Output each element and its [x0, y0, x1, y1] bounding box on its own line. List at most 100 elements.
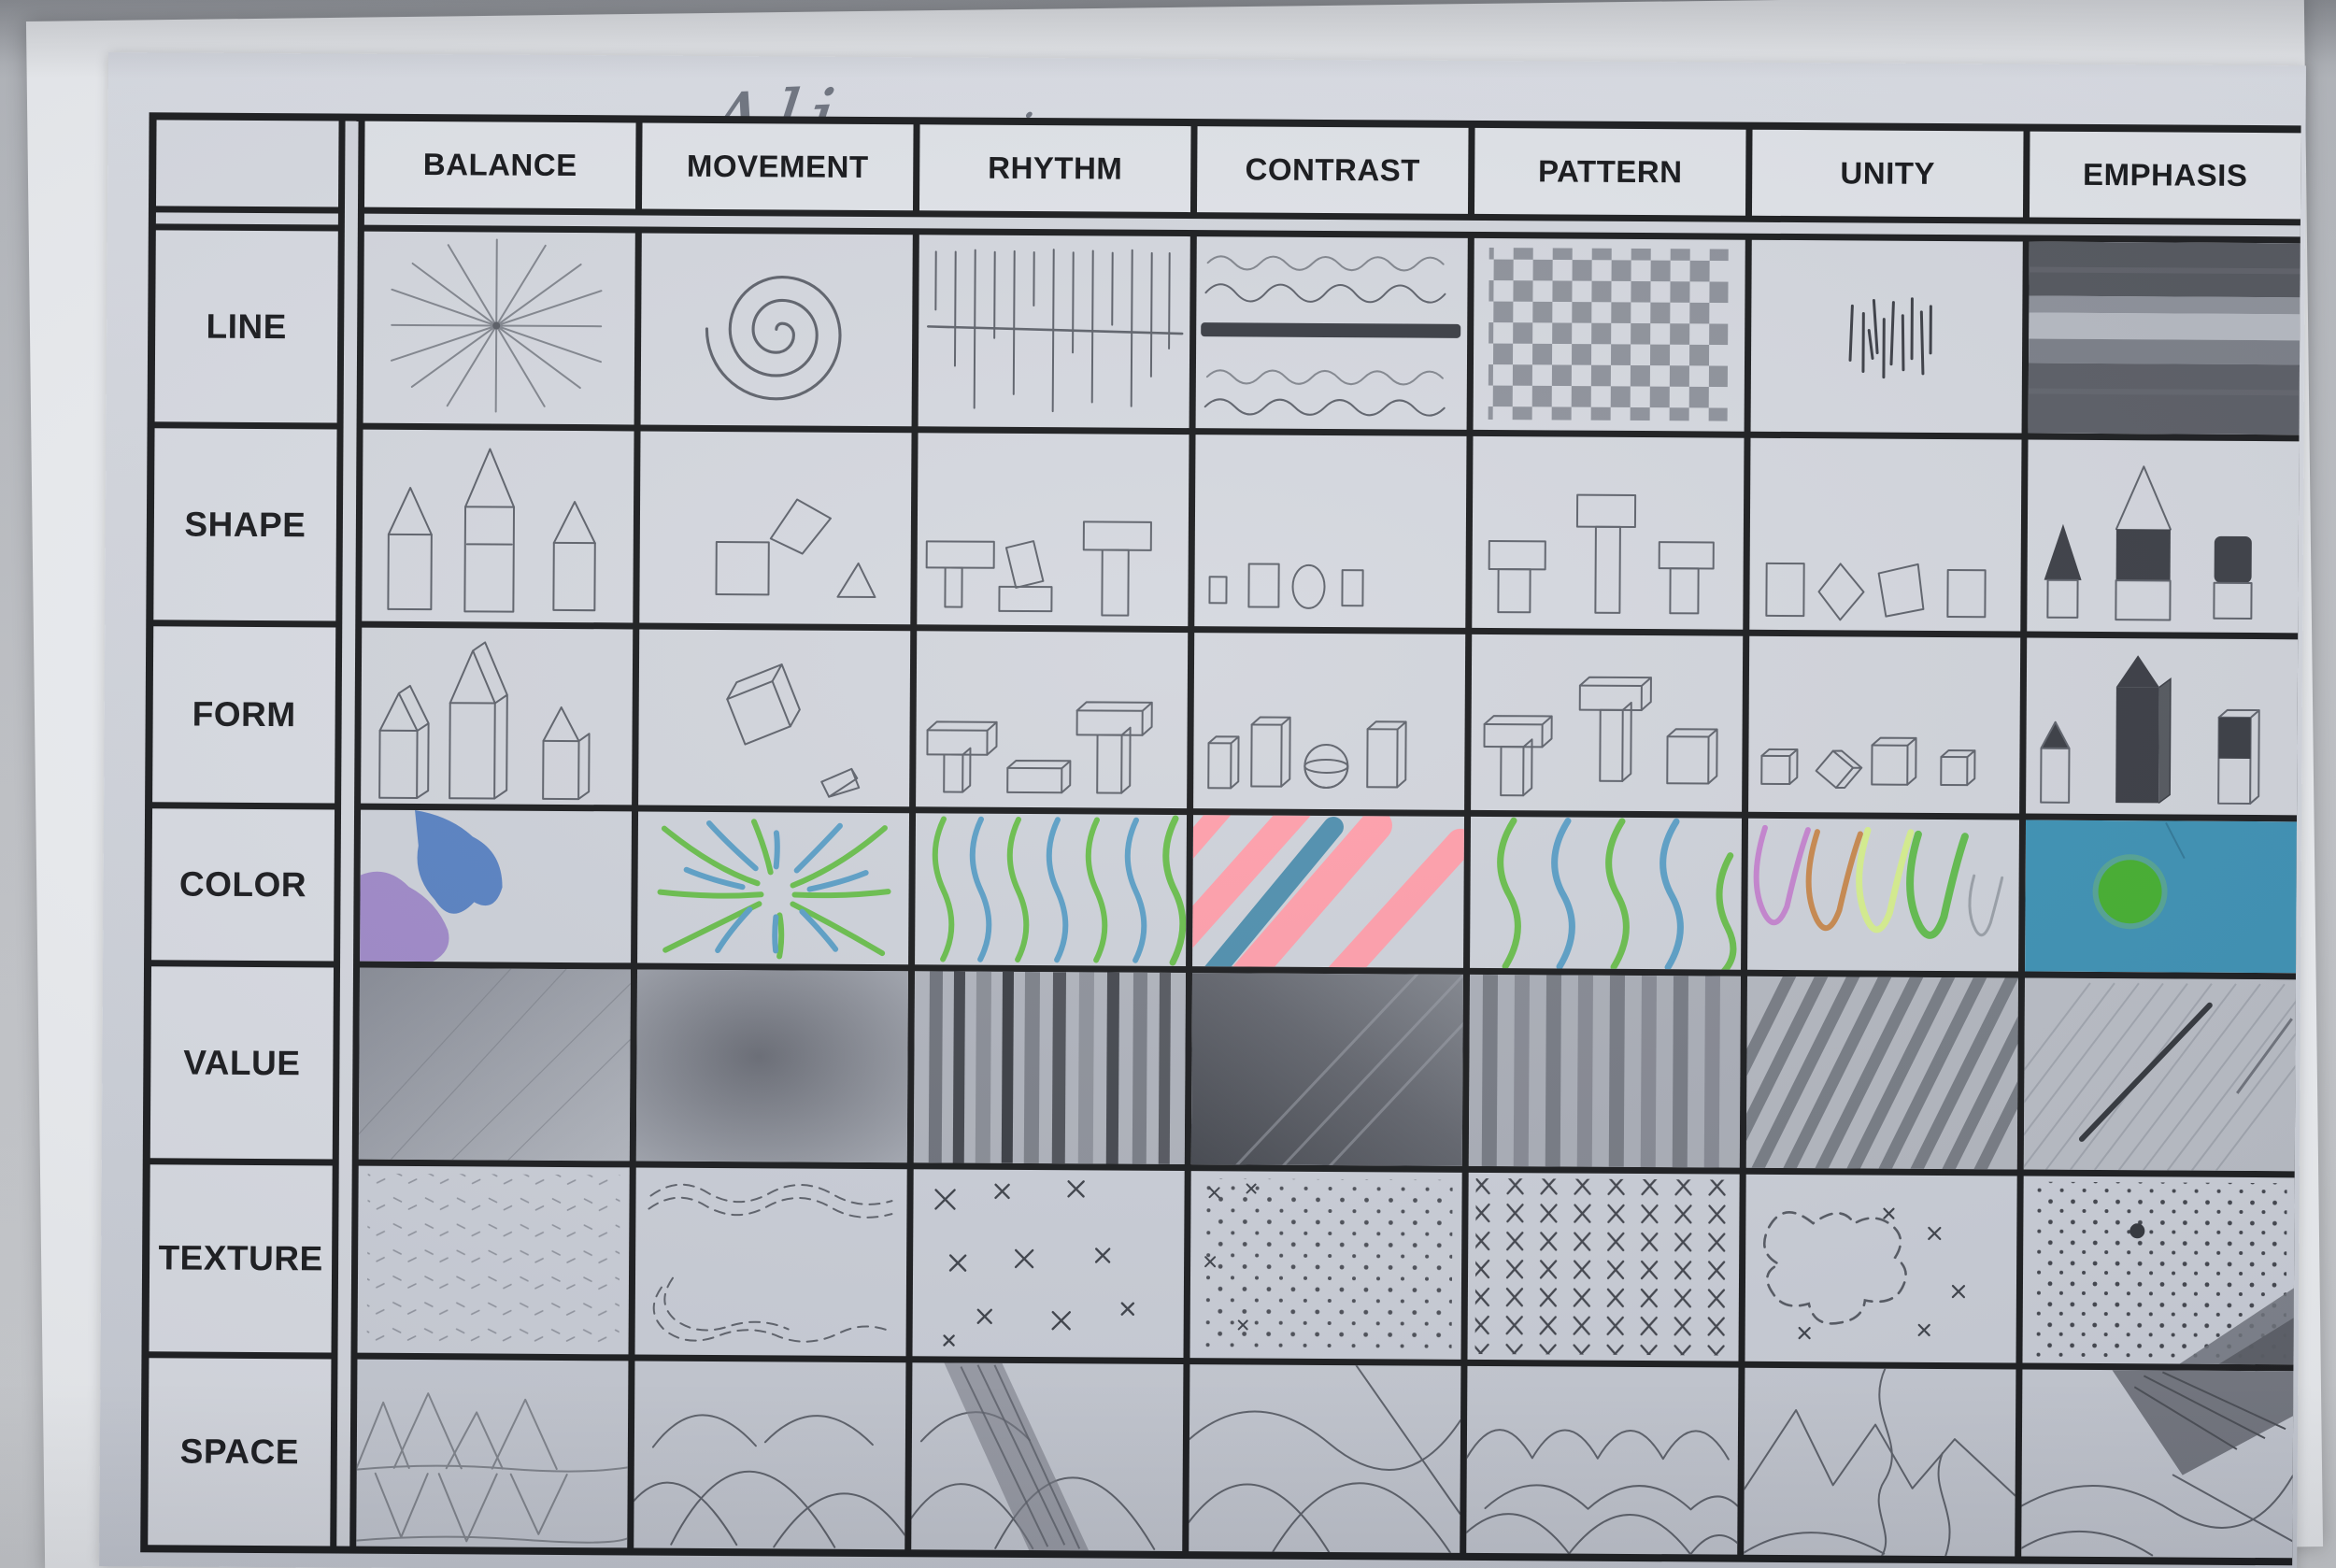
value-emphasis-bold-line-drawing	[2023, 977, 2296, 1172]
color-rhythm-waves-drawing	[932, 815, 1187, 966]
cell-form-movement	[638, 629, 911, 807]
cell-color-emphasis	[2025, 820, 2298, 974]
cell-color-balance	[360, 809, 633, 963]
cell-space-rhythm	[911, 1362, 1184, 1552]
cell-color-movement	[637, 811, 910, 965]
cell-shape-emphasis	[2027, 439, 2300, 634]
cell-form-unity	[1748, 635, 2021, 814]
row-label-value: VALUE	[150, 966, 335, 1160]
cell-line-balance	[363, 231, 635, 425]
cell-shape-movement	[639, 431, 912, 625]
shape-balance-houses-drawing	[387, 448, 596, 613]
form-rhythm-3d-slabs-drawing	[926, 701, 1153, 794]
shape-emphasis-dark-top-houses-drawing	[2044, 465, 2253, 621]
color-balance-blobs-drawing	[360, 810, 503, 962]
cell-space-emphasis	[2021, 1369, 2294, 1559]
value-pattern-even-stripes-drawing	[1468, 974, 1741, 1168]
worksheet-paper: Ali Lamia BALANCE MOVEMENT RHYTHM CONTRA…	[99, 52, 2306, 1568]
col-header-unity: UNITY	[1751, 129, 2024, 218]
column-gap	[336, 121, 359, 1547]
form-balance-prisms-drawing	[378, 641, 591, 801]
space-emphasis-dark-mountain-drawing	[2021, 1370, 2294, 1557]
row-label-form: FORM	[152, 626, 336, 804]
line-balance-starburst-drawing	[390, 238, 603, 413]
cell-shape-rhythm	[917, 433, 1189, 627]
line-pattern-checkerboard-drawing	[1488, 248, 1729, 421]
space-movement-hills-drawing	[634, 1414, 906, 1549]
cell-space-movement	[634, 1361, 906, 1550]
cell-form-rhythm	[916, 631, 1189, 809]
value-movement-center-dark-drawing	[635, 969, 909, 1163]
color-emphasis-green-dot-on-teal-drawing	[2025, 820, 2298, 974]
col-header-emphasis: EMPHASIS	[2029, 131, 2301, 220]
header-gap-left	[155, 212, 338, 225]
space-pattern-scalloped-hills-drawing	[1466, 1429, 1739, 1555]
col-header-pattern: PATTERN	[1474, 127, 1746, 216]
color-movement-burst-drawing	[657, 819, 891, 960]
cell-texture-rhythm	[912, 1169, 1185, 1359]
cell-line-movement	[640, 233, 913, 427]
space-unity-ridge-river-drawing	[1744, 1367, 2016, 1557]
texture-unity-dashed-blob-drawing	[1762, 1207, 1966, 1340]
line-emphasis-shaded-bands-drawing	[2028, 241, 2300, 435]
cell-color-pattern	[1470, 816, 1743, 970]
col-header-movement: MOVEMENT	[641, 122, 914, 211]
cell-value-pattern	[1468, 974, 1741, 1168]
cell-form-emphasis	[2026, 637, 2299, 816]
form-contrast-boxes-sphere-drawing	[1207, 716, 1407, 790]
cell-texture-balance	[357, 1165, 630, 1355]
form-unity-cubes-row-drawing	[1760, 736, 1976, 790]
cell-shape-contrast	[1194, 435, 1467, 628]
cell-value-emphasis	[2023, 977, 2296, 1172]
form-movement-tilted-cube-drawing	[726, 663, 861, 798]
cell-value-movement	[635, 969, 909, 1163]
texture-pattern-x-grid-drawing	[1474, 1177, 1732, 1356]
col-header-contrast: CONTRAST	[1196, 126, 1469, 214]
cell-texture-contrast	[1189, 1171, 1462, 1360]
cell-form-pattern	[1471, 634, 1744, 812]
col-header-rhythm: RHYTHM	[919, 124, 1191, 213]
cell-value-rhythm	[913, 971, 1187, 1165]
space-contrast-hill-curves-drawing	[1189, 1364, 1461, 1553]
line-contrast-wavy-and-bold-drawing	[1201, 255, 1461, 417]
shape-movement-tumbling-shapes-drawing	[715, 498, 876, 599]
color-contrast-pink-teal-stripes-drawing	[1192, 815, 1465, 968]
shape-contrast-mixed-sizes-drawing	[1208, 563, 1364, 609]
shape-rhythm-trilithons-drawing	[925, 520, 1152, 617]
cell-space-contrast	[1189, 1364, 1461, 1553]
cell-space-pattern	[1466, 1365, 1739, 1555]
color-unity-squiggles-drawing	[1753, 824, 2004, 939]
cell-space-unity	[1744, 1367, 2016, 1557]
cell-value-balance	[358, 967, 632, 1162]
value-balance-even-shading-drawing	[358, 967, 632, 1162]
cell-line-contrast	[1195, 236, 1468, 430]
cell-texture-unity	[1745, 1174, 2017, 1363]
cell-line-emphasis	[2028, 241, 2300, 435]
row-label-space: SPACE	[148, 1358, 332, 1547]
cell-line-rhythm	[918, 235, 1190, 429]
cell-shape-balance	[362, 429, 634, 623]
cell-shape-pattern	[1472, 435, 1745, 630]
value-unity-diagonal-stripes-drawing	[1745, 976, 2018, 1170]
cell-shape-unity	[1749, 437, 2022, 632]
texture-movement-dashed-paths-drawing	[648, 1183, 893, 1343]
cell-form-balance	[361, 627, 634, 805]
texture-emphasis-big-dot-drawing	[2030, 1181, 2294, 1365]
cell-texture-movement	[634, 1167, 907, 1357]
cell-space-balance	[356, 1359, 629, 1548]
form-emphasis-dark-prism-drawing	[2040, 655, 2260, 805]
cell-color-contrast	[1192, 815, 1465, 968]
cell-line-pattern	[1473, 237, 1745, 432]
line-movement-spiral-drawing	[705, 276, 842, 401]
cell-form-contrast	[1193, 633, 1466, 810]
value-rhythm-stripes-drawing	[913, 971, 1187, 1165]
corner-cell	[155, 120, 339, 207]
space-rhythm-shaded-band-drawing	[911, 1362, 1156, 1551]
line-rhythm-vertical-lines-drawing	[926, 249, 1184, 413]
row-label-color: COLOR	[151, 808, 335, 962]
value-contrast-dark-shading-drawing	[1190, 973, 1463, 1166]
texture-contrast-dots-drawing	[1201, 1178, 1453, 1352]
cell-value-unity	[1745, 976, 2018, 1170]
cell-color-unity	[1747, 818, 2020, 972]
